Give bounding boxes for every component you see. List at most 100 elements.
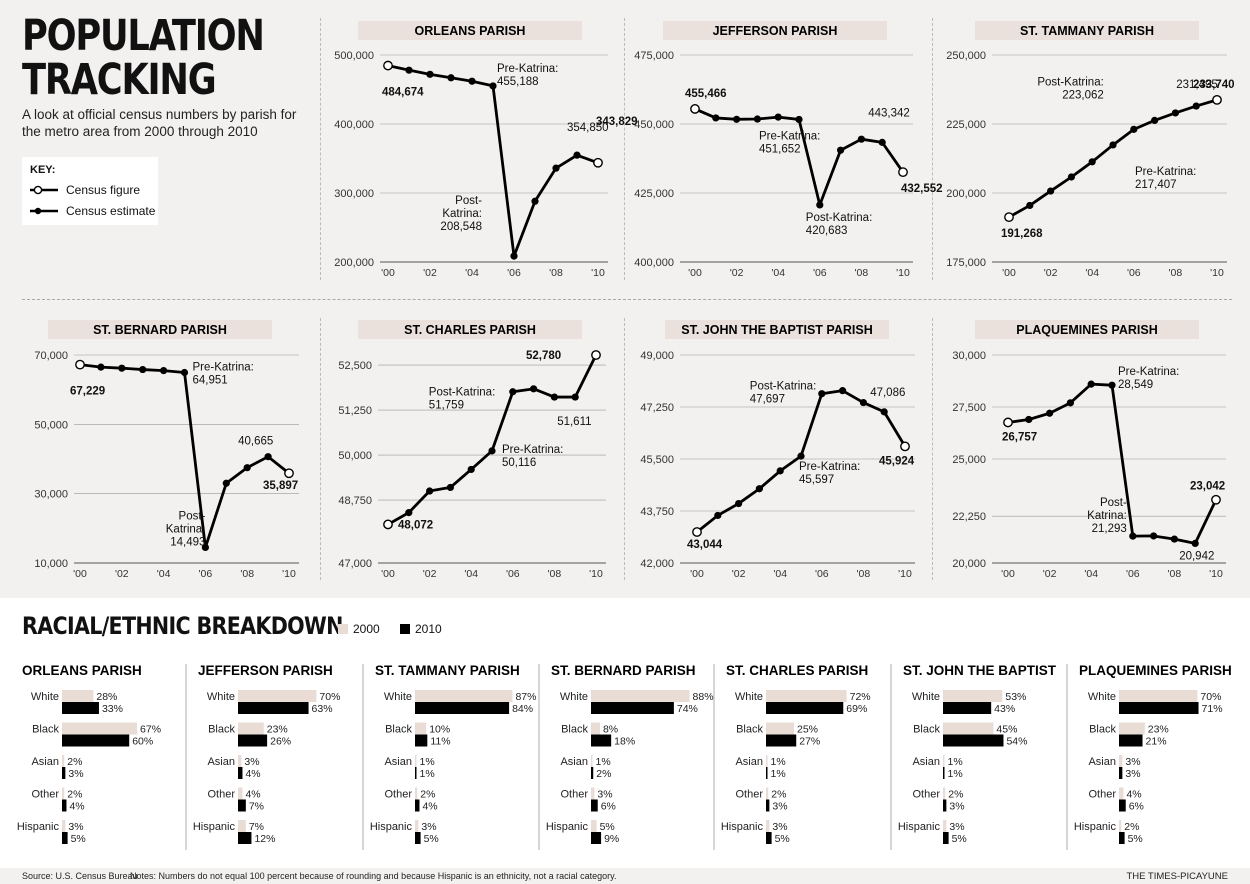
annotation-line: 35,897 bbox=[263, 480, 298, 492]
col-divider bbox=[932, 318, 933, 580]
racial-bar-charts: ORLEANS PARISH White 28%33% Black 67%60% Asia… bbox=[17, 663, 1232, 850]
line-chart-0: ORLEANS PARISH 200,000 300,000 400,000 500,0… bbox=[334, 21, 638, 279]
x-tick-label: '08 bbox=[549, 267, 563, 279]
bar-label-2010: 5% bbox=[71, 833, 86, 845]
bar-label-2010: 9% bbox=[604, 833, 619, 845]
bar-2000 bbox=[591, 820, 597, 832]
census-estimate-point bbox=[510, 252, 518, 260]
row-divider bbox=[22, 299, 1232, 300]
x-tick-label: '06 bbox=[506, 568, 520, 580]
census-estimate-point bbox=[467, 465, 475, 474]
annotation-line: 484,674 bbox=[382, 87, 424, 99]
x-tick-label: '00 bbox=[1001, 568, 1015, 580]
y-tick-label: 52,500 bbox=[338, 360, 372, 372]
racial-category-label: Hispanic bbox=[17, 821, 60, 833]
census-estimate-point bbox=[1192, 102, 1200, 110]
bar-2010 bbox=[415, 702, 510, 714]
census-estimate-point bbox=[552, 164, 560, 172]
census-figure-point bbox=[898, 167, 908, 178]
racial-chart-6: PLAQUEMINES PARISH White 70%71% Black 23%21%… bbox=[1066, 663, 1232, 850]
chart-title: PLAQUEMINES PARISH bbox=[1016, 323, 1157, 337]
bar-label-2000: 4% bbox=[1126, 789, 1141, 801]
census-estimate-point bbox=[139, 365, 147, 374]
annotation-line: 40,665 bbox=[238, 436, 273, 448]
bar-label-2010: 1% bbox=[420, 768, 435, 780]
y-tick-label: 30,000 bbox=[952, 350, 986, 362]
bar-label-2010: 3% bbox=[949, 801, 964, 813]
data-annotation: Pre-Katrina: 451,652 bbox=[759, 130, 820, 155]
census-estimate-point bbox=[530, 385, 538, 393]
census-estimate-point bbox=[880, 408, 888, 416]
data-annotation: Pre-Katrina: 28,549 bbox=[1118, 366, 1179, 391]
bar-2010 bbox=[943, 799, 947, 812]
bar-2010 bbox=[1119, 832, 1125, 844]
census-estimate-point bbox=[1129, 532, 1137, 540]
chart-title-band bbox=[663, 21, 887, 40]
annotation-line: Post-Katrina: bbox=[429, 387, 495, 399]
key-title: KEY: bbox=[30, 164, 56, 176]
bar-label-2000: 88% bbox=[693, 691, 714, 703]
bar-2000 bbox=[238, 787, 243, 800]
bar-label-2010: 5% bbox=[775, 833, 790, 845]
y-tick-label: 175,000 bbox=[946, 257, 986, 269]
racial-category-label: Asian bbox=[735, 756, 763, 768]
bar-label-2000: 3% bbox=[1125, 756, 1140, 768]
census-figure-point bbox=[1003, 417, 1013, 428]
bar-2010 bbox=[62, 799, 67, 812]
data-annotation: 455,466 bbox=[685, 88, 727, 100]
data-annotation: 443,342 bbox=[868, 107, 910, 119]
footer-source: Source: U.S. Census Bureau bbox=[22, 871, 138, 881]
bar-2000 bbox=[591, 787, 595, 800]
x-tick-label: '08 bbox=[855, 267, 869, 279]
census-estimate-point bbox=[1088, 158, 1096, 166]
bar-2000 bbox=[415, 755, 417, 767]
y-tick-label: 43,750 bbox=[640, 506, 674, 518]
data-annotation: Post-Katrina: 14,493 bbox=[166, 510, 206, 548]
data-annotation: Post-Katrina: 47,697 bbox=[750, 381, 816, 406]
racial-category-label: White bbox=[735, 691, 763, 703]
racial-category-label: Other bbox=[31, 789, 59, 801]
y-tick-label: 48,750 bbox=[338, 495, 372, 507]
annotation-line: 354,850 bbox=[567, 122, 609, 134]
census-estimate-point bbox=[426, 487, 434, 495]
x-tick-label: '06 bbox=[813, 267, 827, 279]
legend-swatch-2010 bbox=[400, 624, 410, 634]
data-annotation: Pre-Katrina: 455,188 bbox=[497, 63, 558, 88]
y-tick-label: 10,000 bbox=[34, 558, 68, 570]
bar-2000 bbox=[943, 787, 946, 800]
racial-category-label: Black bbox=[385, 724, 412, 736]
x-tick-label: '00 bbox=[381, 568, 395, 580]
bar-label-2000: 53% bbox=[1005, 691, 1026, 703]
bar-2000 bbox=[766, 820, 770, 832]
bar-2000 bbox=[766, 722, 794, 735]
racial-category-label: Asian bbox=[207, 756, 235, 768]
annotation-line: Katrina: bbox=[166, 523, 206, 535]
bar-label-2010: 3% bbox=[772, 801, 787, 813]
bar-2010 bbox=[766, 832, 772, 844]
line-charts: ORLEANS PARISH 200,000 300,000 400,000 500,0… bbox=[34, 21, 1235, 580]
y-tick-label: 475,000 bbox=[634, 50, 674, 62]
bar-2000 bbox=[1119, 722, 1145, 735]
data-annotation: 43,044 bbox=[687, 539, 723, 551]
bar-label-2010: 11% bbox=[430, 736, 450, 748]
annotation-line: 48,072 bbox=[398, 519, 433, 531]
annotation-line: 47,697 bbox=[750, 394, 785, 406]
y-tick-label: 51,250 bbox=[338, 405, 372, 417]
bar-label-2010: 74% bbox=[677, 703, 698, 715]
bar-label-2000: 2% bbox=[67, 756, 82, 768]
data-annotation: 47,086 bbox=[870, 387, 905, 399]
key-census-estimate: Census estimate bbox=[30, 203, 155, 219]
census-estimate-point bbox=[837, 146, 845, 154]
racial-parish-title: ST. JOHN THE BAPTIST bbox=[903, 663, 1057, 678]
bar-2010 bbox=[415, 767, 417, 779]
bar-label-2000: 67% bbox=[140, 724, 161, 736]
census-estimate-point bbox=[489, 82, 497, 90]
annotation-line: 51,759 bbox=[429, 400, 464, 412]
bar-2000 bbox=[62, 722, 138, 735]
data-annotation: 52,780 bbox=[526, 350, 561, 362]
census-estimate-point bbox=[447, 74, 455, 82]
bar-2000 bbox=[1119, 820, 1122, 832]
data-annotation: 23,042 bbox=[1190, 481, 1225, 493]
census-estimate-point bbox=[1108, 381, 1116, 389]
census-estimate-point bbox=[1025, 415, 1033, 424]
